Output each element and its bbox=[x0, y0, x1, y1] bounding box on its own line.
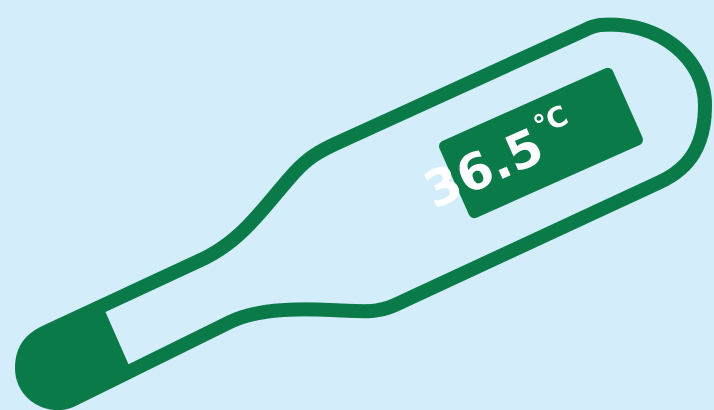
thermometer-body-outline bbox=[15, 17, 712, 410]
display-panel bbox=[439, 67, 643, 219]
thermometer-bulb-tip bbox=[21, 304, 129, 402]
temperature-display: 36.5 ℃ bbox=[416, 67, 643, 220]
